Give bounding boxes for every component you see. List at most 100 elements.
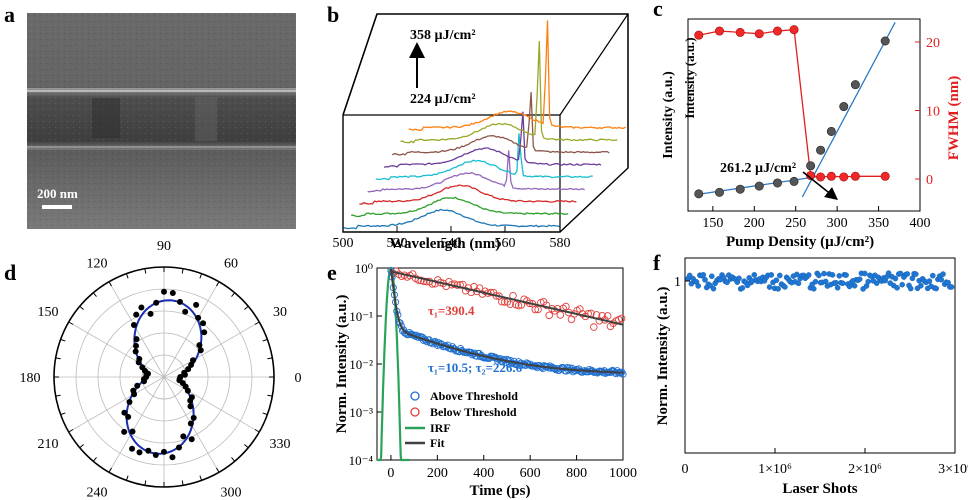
panel-d-polar: 9060300330300270240210180150120 — [20, 239, 302, 500]
e-x-tick-label: 600 — [520, 466, 541, 481]
polar-angle-label: 180 — [20, 371, 41, 386]
legend-label-fit: Fit — [430, 436, 445, 450]
polar-point — [147, 310, 154, 317]
e-below-point — [531, 305, 540, 314]
polar-point — [195, 314, 202, 321]
polar-point — [187, 403, 194, 410]
f-point — [782, 284, 788, 290]
polar-point — [141, 378, 148, 385]
e-x-axis-label: Time (ps) — [470, 483, 531, 499]
f-x-tick-label: 2×10⁶ — [848, 462, 882, 477]
polar-point — [188, 394, 195, 401]
legend-label-irf: IRF — [430, 421, 451, 435]
polar-point — [129, 428, 136, 435]
polar-spoke — [163, 321, 260, 378]
f-point — [724, 279, 730, 286]
polar-tick — [254, 321, 260, 325]
e-y-ticks: 10⁰ 10⁻¹ 10⁻² 10⁻³ 10⁻⁴ — [349, 261, 382, 468]
polar-point — [187, 420, 194, 427]
b-x-axis-label: Wavelength (nm) — [390, 236, 500, 252]
e-above-point — [397, 322, 405, 330]
f-point — [918, 282, 924, 289]
waterfall-outline — [342, 13, 629, 233]
b-x-tick-label: 580 — [550, 236, 571, 251]
polar-tick — [267, 394, 273, 397]
polar-spoke — [68, 321, 165, 378]
f-point — [836, 273, 843, 279]
e-below-point — [506, 300, 514, 308]
f-x-tick-label: 0 — [682, 462, 689, 477]
f-x-axis-label: Laser Shots — [782, 481, 857, 497]
panel-label-a: a — [4, 2, 15, 27]
c-x-axis-label: Pump Density (µJ/cm²) — [726, 234, 874, 250]
c-fwhm-point — [839, 172, 849, 182]
e-below-point — [603, 312, 612, 320]
f-point — [913, 271, 919, 277]
polar-tick — [60, 412, 66, 416]
c-x-tick-label: 350 — [868, 216, 889, 231]
polar-point — [188, 436, 195, 443]
panel-label-b: b — [327, 2, 339, 27]
polar-point — [134, 382, 141, 389]
e-irf-line — [377, 266, 410, 462]
polar-point — [196, 342, 203, 349]
spectrum-line-0 — [342, 208, 561, 230]
panel-label-d: d — [4, 260, 16, 285]
c-x-tick-label: 150 — [702, 216, 723, 231]
panel-b-chart: 500 520 540 560 580 Wavelength (nm) 358 µJ/c… — [333, 13, 629, 252]
c-intensity-point — [816, 145, 826, 155]
b-x-tick-label: 540 — [441, 236, 462, 251]
polar-angle-label: 0 — [295, 371, 302, 386]
e-below-point — [434, 276, 442, 284]
f-point — [894, 285, 900, 291]
polar-point — [133, 311, 140, 318]
e-x-tick-label: 1000 — [609, 466, 637, 481]
polar-angle-label: 210 — [37, 437, 58, 452]
panel-label-c: c — [653, 0, 663, 21]
polar-point — [185, 366, 192, 373]
polar-tick — [108, 467, 112, 473]
e-label-above: τ₁=10.5; τ₂=226.6 — [428, 360, 523, 375]
panel-label-f: f — [653, 250, 661, 275]
polar-tick — [231, 457, 236, 462]
c-fwhm-point — [850, 171, 860, 181]
spectrum-line-4 — [375, 133, 593, 181]
polar-point — [180, 433, 187, 440]
f-point — [775, 286, 781, 292]
panel-c-chart: 150 200 250 300 350 400 0 10 20 Pump Density (µ… — [661, 18, 962, 250]
polar-spoke — [108, 376, 165, 473]
polar-tick — [199, 475, 203, 481]
polar-tick — [68, 429, 74, 433]
c-intensity-point — [839, 102, 849, 112]
polar-point — [126, 399, 133, 406]
polar-angle-label: 240 — [87, 485, 108, 500]
f-point — [702, 276, 708, 283]
scale-bar-label: 200 nm — [37, 186, 78, 201]
polar-angle-label: 120 — [87, 257, 108, 272]
c-fwhm-point — [816, 172, 826, 182]
f-point — [834, 284, 841, 291]
polar-angle-label: 60 — [224, 257, 238, 272]
c-x-tick-label: 250 — [785, 216, 806, 231]
polar-point — [169, 454, 176, 461]
f-point — [766, 284, 773, 290]
f-point — [710, 285, 717, 292]
polar-point — [197, 347, 204, 354]
f-point — [885, 270, 892, 276]
panel-e-chart: 0 200 400 600 800 1000 10⁰ 10⁻¹ 10⁻² 10⁻³ 10⁻⁴ Ti… — [334, 261, 637, 499]
c-intensity-point — [714, 187, 724, 197]
e-legend: Above Threshold Below Threshold IRF Fit — [405, 389, 518, 450]
f-x-ticks: 0 1×10⁶ 2×10⁶ 3×10⁶ — [682, 448, 968, 477]
b-annotation-top: 358 µJ/cm² — [410, 28, 476, 43]
e-below-point — [534, 305, 542, 314]
polar-point — [130, 321, 137, 328]
e-below-point — [545, 311, 553, 320]
f-point — [821, 270, 827, 277]
c-fwhm-point — [826, 171, 836, 181]
polar-point — [201, 329, 208, 336]
polar-point — [152, 451, 159, 458]
polar-point — [132, 348, 139, 355]
polar-tick — [254, 429, 260, 433]
polar-tick — [92, 457, 97, 462]
